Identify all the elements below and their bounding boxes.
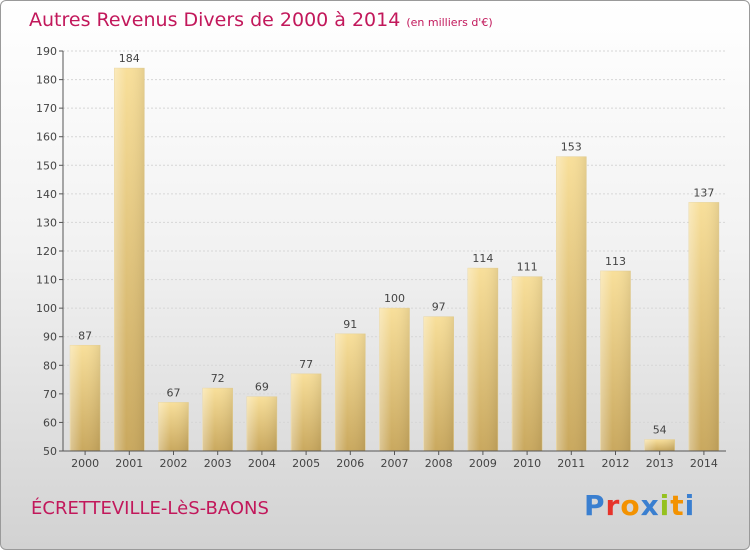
y-tick-label: 180 [36,74,57,87]
bar-value-label: 54 [653,424,667,437]
bar-shade [467,268,498,451]
axes [59,50,726,455]
labels: 50 60 70 80 90 100 110 120 130 140 150 160 170 180 190… [36,45,718,470]
town-name: ÉCRETTEVILLE-LèS-BAONS [31,498,269,519]
y-tick-label: 50 [43,445,57,458]
bar-value-label: 113 [605,255,626,268]
bar-shade [556,156,587,451]
y-tick-label: 190 [36,45,57,58]
bar-value-label: 77 [299,358,313,371]
y-tick-label: 170 [36,102,57,115]
x-tick-label: 2014 [690,457,718,470]
x-tick-label: 2001 [115,457,143,470]
x-tick-label: 2010 [513,457,541,470]
bar-value-label: 72 [211,372,225,385]
bars [69,67,720,452]
bar-value-label: 184 [119,52,140,65]
y-tick-label: 90 [43,331,57,344]
bar-shade [379,308,410,451]
y-tick-label: 80 [43,359,57,372]
y-tick-label: 160 [36,131,57,144]
bar-value-label: 91 [343,318,357,331]
x-tick-label: 2000 [71,457,99,470]
x-tick-label: 2006 [336,457,364,470]
logo-letter: t [670,489,685,522]
logo-letter: P [584,489,606,522]
bar-value-label: 153 [561,141,582,154]
logo-letter: o [620,489,641,522]
x-tick-label: 2004 [248,457,276,470]
x-tick-label: 2009 [469,457,497,470]
logo-letter: r [605,489,621,522]
bar-shade [246,396,277,451]
y-tick-label: 120 [36,245,57,258]
logo-letter: i [659,489,671,522]
x-tick-label: 2003 [204,457,232,470]
bar-shade [423,316,454,451]
bar-shade [600,271,631,451]
x-tick-label: 2008 [425,457,453,470]
x-tick-label: 2005 [292,457,320,470]
chart-title-text: Autres Revenus Divers de 2000 à 2014 [29,9,401,31]
bar-value-label: 100 [384,292,405,305]
bar-value-label: 97 [432,301,446,314]
bar-value-label: 111 [517,261,538,274]
bar-value-label: 114 [472,252,493,265]
bar-value-label: 67 [167,386,181,399]
bar-shade [114,68,145,452]
bar-shade [688,202,719,451]
logo-letter: i [684,489,696,522]
x-tick-label: 2012 [602,457,630,470]
x-tick-label: 2007 [381,457,409,470]
bar-shade [291,373,322,451]
logo-letter: x [640,489,660,522]
bar-shade [335,333,366,451]
x-tick-label: 2013 [646,457,674,470]
y-tick-label: 150 [36,159,57,172]
y-tick-label: 110 [36,274,57,287]
bar-shade [644,439,675,451]
y-tick-label: 100 [36,302,57,315]
bar-shade [202,388,233,451]
y-tick-label: 140 [36,188,57,201]
y-tick-label: 60 [43,416,57,429]
bar-value-label: 87 [78,329,92,342]
chart-subtitle: (en milliers d'€) [406,16,493,29]
y-tick-label: 70 [43,388,57,401]
proxiti-logo[interactable]: Proxiti [584,489,695,522]
bar-shade [70,345,101,451]
chart-title: Autres Revenus Divers de 2000 à 2014 (en … [29,9,493,31]
y-tick-label: 130 [36,216,57,229]
bar-shade [158,402,189,451]
bar-shade [512,276,543,451]
x-tick-label: 2002 [160,457,188,470]
x-tick-label: 2011 [557,457,585,470]
bar-value-label: 69 [255,381,269,394]
bar-value-label: 137 [693,186,714,199]
